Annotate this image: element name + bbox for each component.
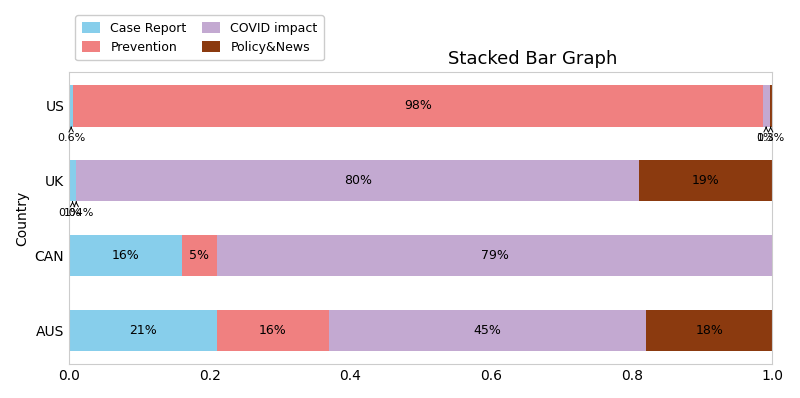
Text: 1%: 1% [758, 127, 775, 143]
Text: 79%: 79% [481, 249, 509, 262]
Bar [76, 160, 639, 201]
Text: Stacked Bar Graph: Stacked Bar Graph [448, 50, 618, 68]
Text: 80%: 80% [344, 174, 372, 187]
Bar [69, 86, 74, 127]
Text: 0.6%: 0.6% [57, 127, 86, 143]
Text: 45%: 45% [474, 324, 502, 337]
Bar [217, 235, 773, 276]
Text: 19%: 19% [692, 174, 720, 187]
Legend: Case Report, Prevention, COVID impact, Policy&News: Case Report, Prevention, COVID impact, P… [75, 15, 324, 60]
Text: 0.3%: 0.3% [0, 397, 1, 398]
Text: 16%: 16% [259, 324, 287, 337]
Bar [182, 235, 217, 276]
Bar [762, 86, 770, 127]
Bar [639, 160, 773, 201]
Bar [74, 86, 762, 127]
Bar [69, 310, 217, 351]
Text: 16%: 16% [111, 249, 139, 262]
Bar [770, 86, 772, 127]
Bar [69, 235, 182, 276]
Bar [69, 160, 76, 201]
Y-axis label: Country: Country [15, 191, 29, 246]
Bar [646, 310, 773, 351]
Bar [217, 310, 330, 351]
Text: 98%: 98% [404, 100, 432, 113]
Text: 0.04%: 0.04% [58, 202, 94, 218]
Text: 0.3%: 0.3% [757, 127, 785, 143]
Bar [330, 310, 646, 351]
Text: 21%: 21% [129, 324, 157, 337]
Text: 18%: 18% [695, 324, 723, 337]
Bar [773, 235, 774, 276]
Text: 1%: 1% [64, 202, 82, 218]
Text: 5%: 5% [189, 249, 209, 262]
